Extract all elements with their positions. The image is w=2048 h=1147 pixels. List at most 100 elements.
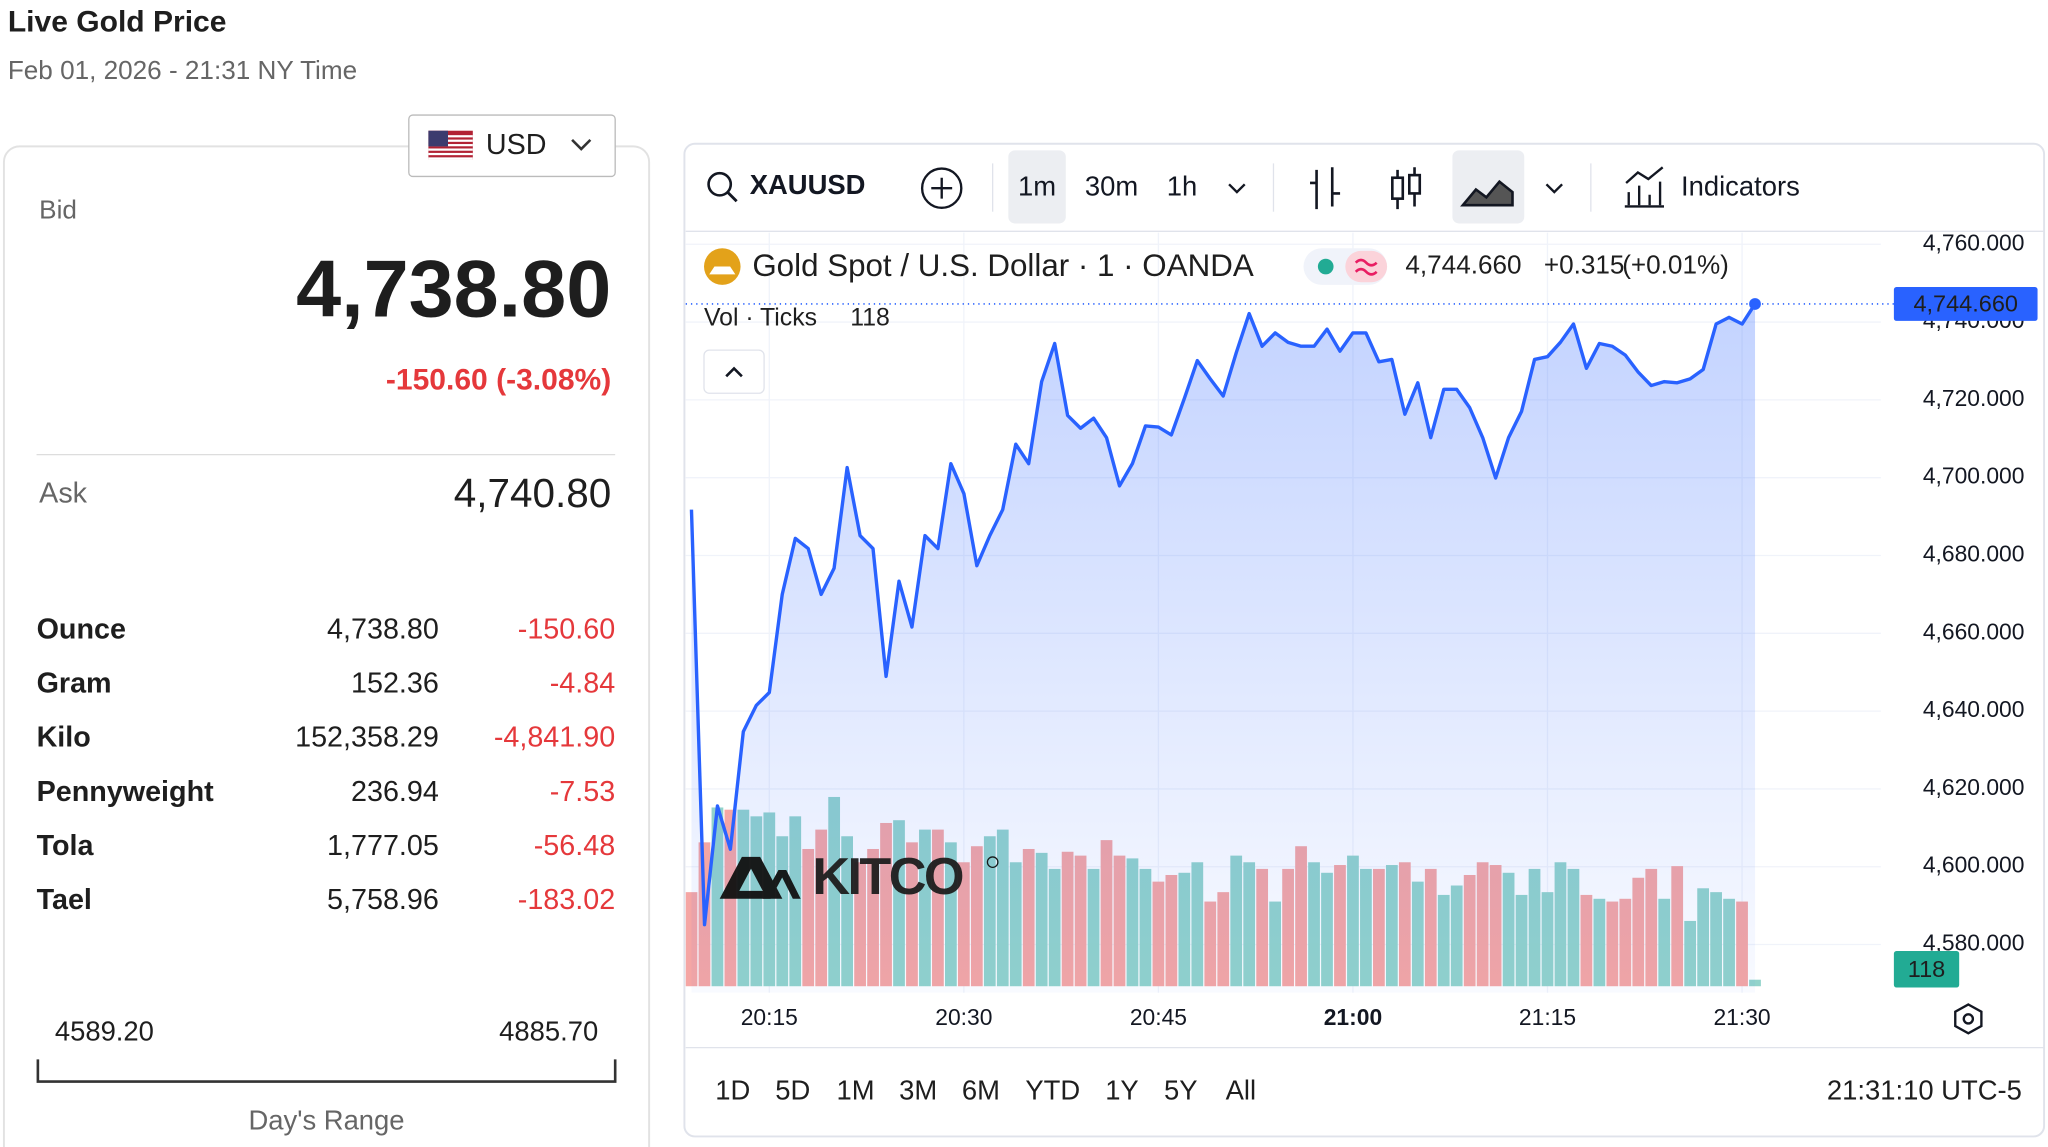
indicators-icon[interactable] [1624,166,1664,208]
bid-change: -150.60 (-3.08%) [386,363,611,396]
settings-icon[interactable] [1954,1003,1983,1035]
chart-type-active-bg [1452,150,1525,224]
period-button[interactable]: 6M [962,1074,1000,1105]
x-tick-label: 20:45 [1130,1004,1187,1030]
period-button[interactable]: 5D [775,1074,810,1105]
legend-change: +0.315 [1544,249,1625,279]
x-tick-label: 20:15 [741,1004,798,1030]
collapse-button[interactable] [703,349,765,394]
ask-price: 4,740.80 [454,470,612,516]
y-tick-label: 4,620.000 [1923,774,2025,800]
axis-labels: 4,580.0004,600.0004,620.0004,640.0004,66… [741,229,2025,1030]
period-button[interactable]: 1M [836,1074,874,1105]
range-high: 4885.70 [499,1016,598,1047]
unit-name: Ounce [37,614,126,646]
unit-name: Tola [37,830,95,862]
unit-price: 152,358.29 [295,722,439,754]
chevron [725,366,743,378]
bid-price: 4,738.80 [296,245,611,335]
x-tick-label: 21:15 [1519,1004,1576,1030]
unit-price: 1,777.05 [327,830,439,862]
price-line [689,302,1757,927]
unit-price: 4,738.80 [327,614,439,646]
last-point [1749,298,1761,310]
legend: Gold Spot / U.S. Dollar · 1 · OANDA 4,74… [703,248,1729,394]
volume-badge-label: 118 [1908,956,1945,982]
chevron[interactable] [1545,183,1563,194]
bid-label: Bid [39,195,77,225]
legend-series: Gold Spot / U.S. Dollar · 1 · OANDA [752,248,1254,283]
unit-change: -183.02 [518,884,615,916]
watermark-logo [762,869,801,899]
watermark-text: KITCO [812,848,962,906]
interval-button[interactable]: 1m [1018,170,1056,201]
interval-button[interactable]: 1h [1167,170,1197,201]
toolbar: XAUUSD 1m 30m 1h Indicators [707,150,1800,224]
period-button[interactable]: All [1226,1074,1256,1105]
area-icon[interactable] [1460,179,1514,207]
unit-price: 236.94 [351,776,439,808]
watermark: KITCO [719,848,999,906]
legend-change-pct: (+0.01%) [1622,249,1729,279]
y-tick-label: 4,640.000 [1923,696,2025,722]
chevron[interactable] [1228,183,1246,194]
ask-label: Ask [39,478,88,510]
symbol-logo [709,266,736,275]
range-low: 4589.20 [55,1016,154,1047]
interval-button[interactable]: 30m [1085,170,1138,201]
settings-icon [1962,1013,1975,1025]
unit-change: -150.60 [518,614,615,646]
y-tick-label: 4,600.000 [1923,852,2025,878]
period-button[interactable]: 3M [899,1074,937,1105]
y-tick-label: 4,660.000 [1923,618,2025,644]
y-tick-label: 4,680.000 [1923,541,2025,567]
plot: 4,580.0004,600.0004,620.0004,640.0004,66… [685,229,2038,1030]
legend-volume: Vol · Ticks [704,304,817,331]
quote-card [2,145,651,1147]
market-open-dot [1317,258,1334,275]
status-icon [1354,258,1378,276]
unit-table: Ounce 4,738.80 -150.60 Gram 152.36 -4.84 Kilo 1… [37,614,616,916]
search-icon[interactable] [707,171,733,197]
y-tick-label: 4,760.000 [1923,229,2025,255]
x-tick-label: 21:00 [1324,1004,1382,1030]
clock: 21:31:10 UTC-5 [1827,1074,2022,1105]
status-badge [1345,250,1388,283]
plus-icon [931,177,953,199]
watermark-mark [986,856,999,869]
period-button[interactable]: 5Y [1164,1074,1198,1105]
unit-name: Kilo [37,722,91,754]
unit-price: 5,758.96 [327,884,439,916]
price-badge [1893,286,2038,321]
interval-active-bg [1008,150,1066,224]
x-tick-label: 20:30 [935,1004,992,1030]
bars-icon[interactable] [1310,167,1341,210]
symbol[interactable]: XAUUSD [750,169,866,200]
unit-price: 152.36 [351,668,439,700]
candles-icon [1391,176,1405,200]
compare-button[interactable] [920,167,963,209]
volume-badge [1893,950,1960,988]
unit-change: -7.53 [550,776,615,808]
unit-name: Pennyweight [37,776,215,808]
legend-price: 4,744.660 [1405,249,1521,279]
currency-label[interactable]: USD [486,129,547,161]
period-button[interactable]: 1Y [1105,1074,1139,1105]
flag [428,130,473,160]
range-label: Day's Range [248,1104,404,1135]
price-badge-label: 4,744.660 [1913,290,2018,316]
candles-icon [1407,173,1422,195]
unit-change: -4.84 [550,668,615,700]
search-icon [726,191,738,203]
price-area [691,303,1756,993]
period-buttons: 1D 5D 1M 3M 6M YTD 1Y 5Y All [715,1074,1256,1105]
indicators-button[interactable]: Indicators [1681,170,1800,201]
period-button[interactable]: 1D [715,1074,750,1105]
page-title: Live Gold Price [8,6,227,39]
period-button[interactable]: YTD [1025,1074,1080,1105]
settings-icon[interactable] [1954,1003,1983,1035]
currency-select[interactable]: USD [408,114,616,178]
y-tick-label: 4,700.000 [1923,463,2025,489]
currency-box[interactable] [408,114,616,178]
